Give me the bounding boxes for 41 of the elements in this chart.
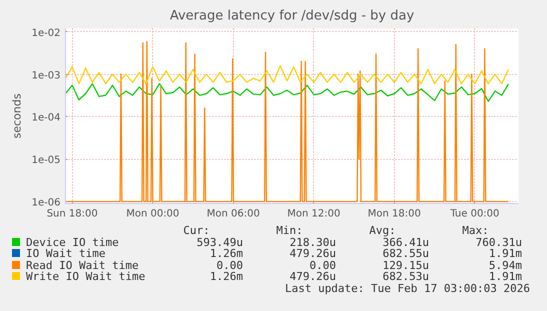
legend-label: Read IO Wait time bbox=[25, 258, 140, 272]
x-tick-label: Tue 00:00 bbox=[449, 208, 500, 220]
text: 1.26m bbox=[208, 247, 243, 260]
chart-title: Average latency for /dev/sdg - by day bbox=[170, 8, 414, 24]
x-tick-label: Mon 18:00 bbox=[368, 208, 421, 220]
text: 1.26m bbox=[208, 270, 243, 283]
text: 366.41u bbox=[382, 236, 429, 248]
text: 0.00 bbox=[216, 258, 243, 272]
line-series bbox=[66, 83, 510, 102]
y-tick-label: 1e-05 bbox=[32, 155, 61, 166]
text: Last update: Tue Feb 17 03:00:03 2026 bbox=[284, 282, 530, 294]
text: Cur: bbox=[182, 224, 211, 237]
text: 1.91m bbox=[488, 247, 522, 260]
text: 479.26u bbox=[288, 247, 336, 260]
x-tick-label: Sun 18:00 bbox=[46, 208, 98, 220]
text: 682.55u bbox=[382, 247, 429, 260]
legend-label: Write IO Wait time bbox=[25, 270, 146, 283]
text: 760.31u bbox=[474, 236, 522, 248]
text: 682.53u bbox=[382, 270, 429, 283]
y-tick-label: 1e-06 bbox=[32, 198, 61, 209]
text: 129.15u bbox=[382, 258, 429, 272]
line-series bbox=[66, 65, 510, 84]
y-axis-title: seconds bbox=[10, 93, 24, 138]
y-tick-label: 1e-04 bbox=[32, 112, 61, 124]
text: 593.49u bbox=[196, 236, 243, 248]
x-tick-label: Mon 00:00 bbox=[126, 208, 180, 220]
legend-label: IO Wait time bbox=[25, 247, 106, 260]
x-tick-label: Mon 06:00 bbox=[206, 208, 260, 220]
text: Min: bbox=[275, 224, 304, 237]
text: 479.26u bbox=[288, 270, 336, 283]
text: 1.91m bbox=[488, 270, 522, 283]
text: Max: bbox=[461, 224, 490, 237]
text: 218.30u bbox=[288, 236, 336, 248]
text: 5.94m bbox=[488, 258, 522, 272]
y-tick-label: 1e-03 bbox=[32, 70, 61, 82]
x-tick-label: Mon 12:00 bbox=[287, 208, 340, 220]
text: Avg: bbox=[368, 224, 397, 237]
legend-label: Device IO time bbox=[25, 236, 120, 248]
line-series bbox=[66, 40, 510, 202]
y-tick-label: 1e-02 bbox=[32, 28, 61, 39]
text: 0.00 bbox=[308, 258, 336, 272]
